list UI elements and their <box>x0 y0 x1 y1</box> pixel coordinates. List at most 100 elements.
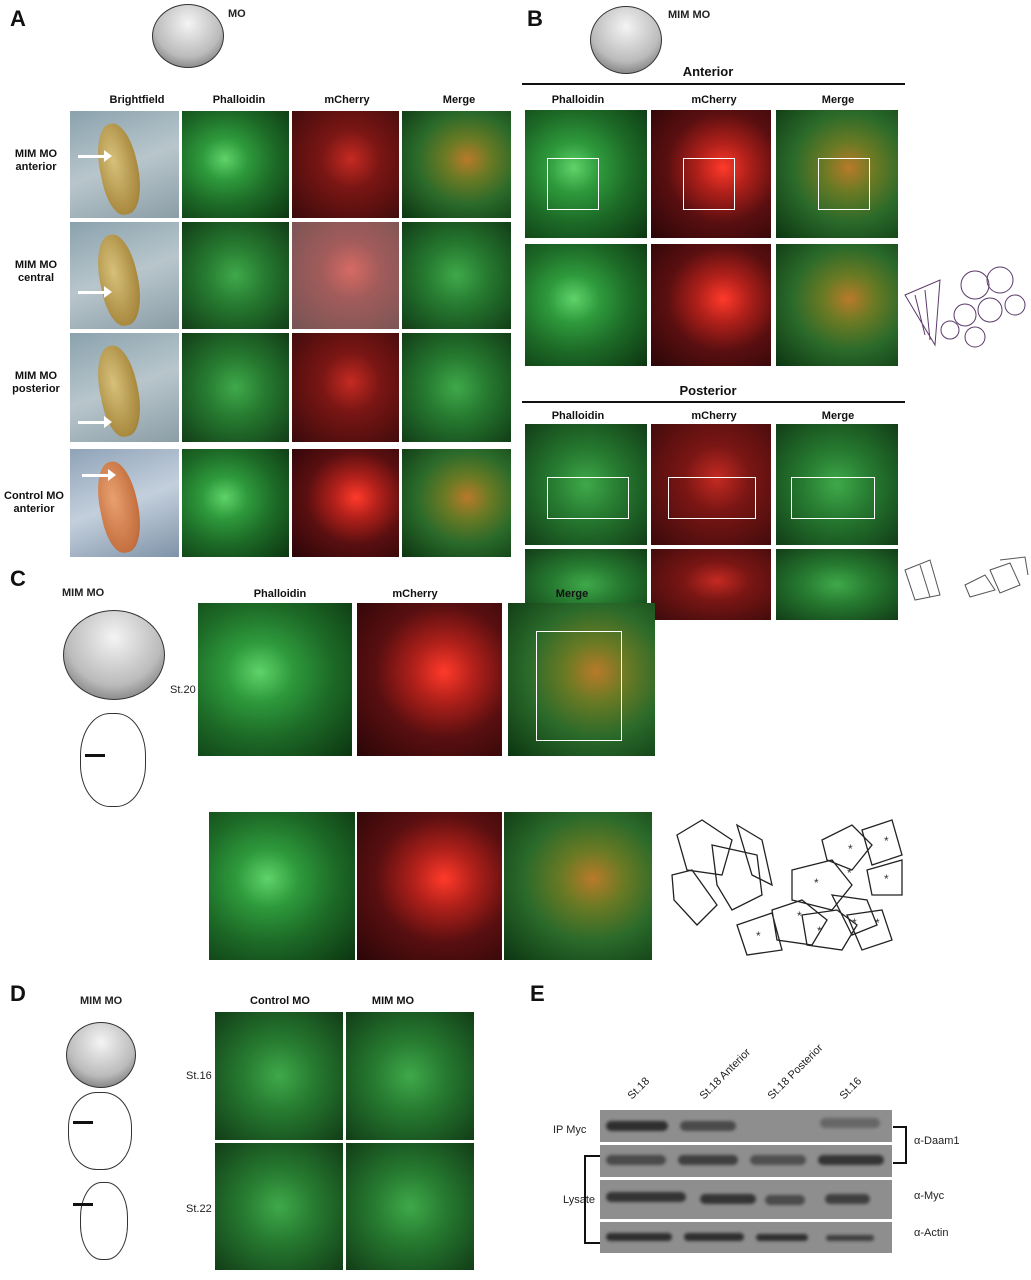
mcherry-image <box>292 111 399 218</box>
lysate-label: Lysate <box>563 1194 596 1206</box>
lane-label: St.18 Anterior <box>697 1046 754 1102</box>
svg-text:*: * <box>884 872 889 886</box>
phalloidin-image <box>525 424 647 545</box>
svg-text:*: * <box>817 924 822 938</box>
control-mo-st16-image <box>215 1012 343 1140</box>
row-label: Control MO anterior <box>4 490 64 515</box>
merge-image <box>402 111 511 218</box>
cell-outline-drawing <box>904 266 1026 348</box>
header-phalloidin: Phalloidin <box>551 410 605 422</box>
merge-zoom-image <box>776 549 898 620</box>
brightfield-image <box>70 333 179 442</box>
brightfield-image <box>70 111 179 218</box>
phalloidin-image <box>182 111 289 218</box>
header-mcherry: mCherry <box>691 94 737 106</box>
stage-label: St.20 <box>170 684 196 696</box>
stage-label: St.16 <box>186 1070 212 1082</box>
divider <box>522 83 905 85</box>
neurula-drawing-c <box>80 713 146 807</box>
mim-mo-st22-image <box>346 1143 474 1270</box>
blot-lysate-myc <box>600 1180 892 1219</box>
merge-image <box>402 333 511 442</box>
embryo-label-d: MIM MO <box>80 995 123 1007</box>
header-brightfield: Brightfield <box>109 94 165 106</box>
merge-zoom-image <box>776 244 898 366</box>
mcherry-image <box>651 424 771 545</box>
embryo-drawing-d <box>66 1022 136 1088</box>
header-phalloidin: Phalloidin <box>253 588 307 600</box>
mcherry-image <box>651 110 771 238</box>
svg-text:*: * <box>847 866 852 880</box>
blot-lysate-actin <box>600 1222 892 1253</box>
merge-image <box>402 222 511 329</box>
merge-image <box>402 449 511 557</box>
embryo-drawing-a <box>152 4 224 68</box>
phalloidin-zoom-image <box>209 812 355 960</box>
phalloidin-image <box>182 449 289 557</box>
mcherry-image <box>357 603 502 756</box>
header-merge: Merge <box>821 94 855 106</box>
phalloidin-image <box>182 333 289 442</box>
cell-outline-drawing: * * * * * * * * * * <box>671 819 903 956</box>
header-merge: Merge <box>555 588 589 600</box>
header-mcherry: mCherry <box>691 410 737 422</box>
mcherry-image <box>292 449 399 557</box>
row-label: MIM MO posterior <box>12 370 60 395</box>
blot-ip-daam1 <box>600 1110 892 1142</box>
svg-text:*: * <box>848 842 853 856</box>
mcherry-zoom-image <box>357 812 502 960</box>
blot-lysate-daam1 <box>600 1145 892 1177</box>
phalloidin-zoom-image <box>525 244 647 366</box>
svg-text:*: * <box>852 916 857 930</box>
antibody-label: α-Actin <box>914 1227 949 1239</box>
embryo-label-b: MIM MO <box>668 9 711 21</box>
antibody-label: α-Daam1 <box>914 1135 960 1147</box>
cell-outline-drawing <box>904 556 1029 601</box>
lane-label: St.18 <box>625 1075 653 1102</box>
ip-myc-label: IP Myc <box>553 1124 587 1136</box>
header-mim-mo: MIM MO <box>371 995 415 1007</box>
embryo-drawing-b <box>590 6 662 74</box>
lane-label: St.16 <box>837 1075 865 1102</box>
header-mcherry: mCherry <box>324 94 370 106</box>
control-mo-st22-image <box>215 1143 343 1270</box>
merge-image <box>776 110 898 238</box>
neurula-drawing-d2 <box>73 1182 128 1260</box>
lysate-bracket <box>584 1155 600 1244</box>
panel-a-label: A <box>10 6 26 31</box>
mim-mo-st16-image <box>346 1012 474 1140</box>
header-phalloidin: Phalloidin <box>212 94 266 106</box>
mcherry-image <box>292 333 399 442</box>
lane-label: St.18 Posterior <box>765 1042 826 1102</box>
header-merge: Merge <box>821 410 855 422</box>
merge-zoom-image <box>504 812 652 960</box>
phalloidin-image <box>182 222 289 329</box>
svg-text:*: * <box>797 909 802 923</box>
brightfield-image <box>70 222 179 329</box>
embryo-label-c: MIM MO <box>62 587 105 599</box>
mcherry-image <box>292 222 399 329</box>
row-label: MIM MO central <box>14 259 58 284</box>
header-mcherry: mCherry <box>392 588 438 600</box>
merge-image <box>776 424 898 545</box>
row-label: MIM MO anterior <box>14 148 58 173</box>
mcherry-zoom-image <box>651 244 771 366</box>
svg-text:*: * <box>814 876 819 890</box>
phalloidin-image <box>198 603 352 756</box>
svg-text:*: * <box>884 834 889 848</box>
neurula-drawing-d1 <box>68 1092 132 1170</box>
header-merge: Merge <box>442 94 476 106</box>
phalloidin-image <box>525 110 647 238</box>
anterior-title: Anterior <box>682 64 734 79</box>
panel-b-label: B <box>527 6 543 31</box>
merge-image <box>508 603 655 756</box>
header-phalloidin: Phalloidin <box>551 94 605 106</box>
brightfield-image <box>70 449 179 557</box>
svg-text:*: * <box>756 929 761 943</box>
panel-c-label: C <box>10 566 26 591</box>
panel-e-label: E <box>530 981 545 1006</box>
embryo-label-a: MO <box>228 8 246 20</box>
daam1-bracket <box>893 1126 907 1164</box>
antibody-label: α-Myc <box>914 1190 945 1202</box>
